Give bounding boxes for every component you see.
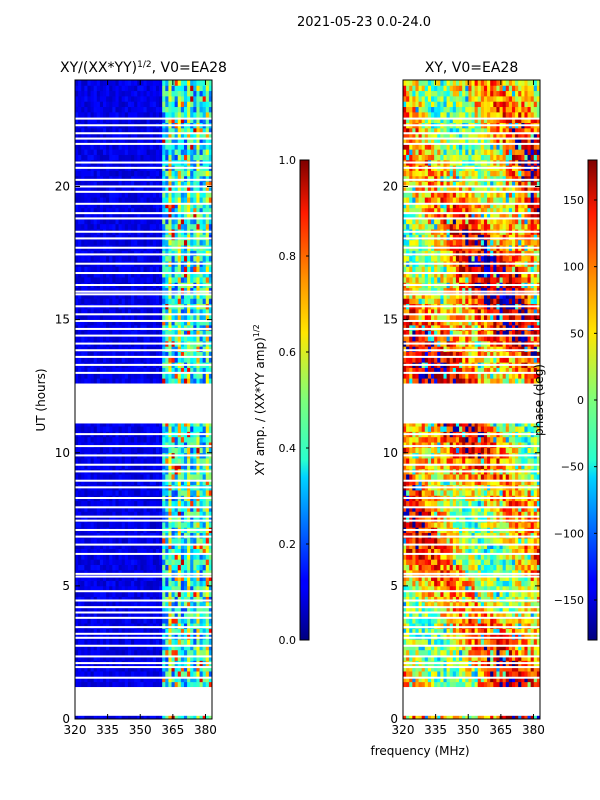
x-tick-label: 320 xyxy=(64,723,87,737)
x-tick-label: 350 xyxy=(457,723,480,737)
amplitude-axes: 320 335 350 365 380 0 5 10 15 20 xyxy=(55,80,217,737)
colorbar-tick-label: 0.0 xyxy=(279,634,297,647)
y-tick-label: 20 xyxy=(383,180,398,194)
x-tick-label: 365 xyxy=(161,723,184,737)
amplitude-panel: XY/(XX*YY)1/2, V0=EA28 320 335 350 365 380 0 5… xyxy=(34,60,227,737)
colorbar-tick-label: −100 xyxy=(554,527,584,540)
amplitude-y-label: UT (hours) xyxy=(34,368,48,431)
y-tick-label: 10 xyxy=(383,446,398,460)
y-tick-label: 0 xyxy=(390,712,398,726)
amplitude-colorbar-gradient xyxy=(299,159,310,641)
phase-colorbar-ticks: 150 100 50 0 −50 −100 −150 xyxy=(554,194,597,607)
y-tick-label: 15 xyxy=(55,313,70,327)
y-tick-label: 0 xyxy=(62,712,70,726)
colorbar-tick-label: −50 xyxy=(561,461,584,474)
phase-axes: 320 335 350 365 380 0 5 10 15 20 xyxy=(383,80,545,737)
colorbar-tick-label: 150 xyxy=(563,194,584,207)
x-tick-label: 335 xyxy=(424,723,447,737)
y-tick-label: 10 xyxy=(55,446,70,460)
x-tick-label: 365 xyxy=(489,723,512,737)
phase-plot-frame xyxy=(402,79,541,720)
phase-panel: XY, V0=EA28 320 335 350 365 380 0 5 10 15 20 freq… xyxy=(370,60,544,758)
x-tick-label: 335 xyxy=(96,723,119,737)
x-tick-label: 380 xyxy=(194,723,217,737)
y-tick-label: 20 xyxy=(55,180,70,194)
frequency-x-label: frequency (MHz) xyxy=(370,744,469,758)
amplitude-colorbar-ticks: 0.0 0.2 0.4 0.6 0.8 1.0 xyxy=(279,154,309,647)
colorbar-tick-label: 1.0 xyxy=(279,154,297,167)
phase-heatmap xyxy=(403,80,540,719)
phase-panel-title: XY, V0=EA28 xyxy=(425,60,519,76)
x-tick-label: 320 xyxy=(392,723,415,737)
colorbar-tick-label: 100 xyxy=(563,261,584,274)
y-tick-label: 15 xyxy=(383,313,398,327)
amplitude-panel-title: XY/(XX*YY)1/2, V0=EA28 xyxy=(60,60,227,76)
colorbar-tick-label: 0 xyxy=(577,394,584,407)
x-tick-label: 380 xyxy=(522,723,545,737)
amplitude-plot-frame xyxy=(74,79,213,720)
figure-suptitle: 2021-05-23 0.0-24.0 xyxy=(297,15,431,30)
colorbar-tick-label: 0.8 xyxy=(279,250,297,263)
amplitude-colorbar: 0.0 0.2 0.4 0.6 0.8 1.0 XY amp. / (XX*YY amp)… xyxy=(252,154,310,647)
amplitude-colorbar-label: XY amp. / (XX*YY amp)1/2 xyxy=(252,324,267,475)
y-tick-label: 5 xyxy=(390,579,398,593)
colorbar-tick-label: 50 xyxy=(570,327,584,340)
x-tick-label: 350 xyxy=(129,723,152,737)
colorbar-tick-label: −150 xyxy=(554,594,584,607)
phase-colorbar: 150 100 50 0 −50 −100 −150 phase (deg) xyxy=(532,159,598,641)
colorbar-tick-label: 0.4 xyxy=(279,442,297,455)
colorbar-tick-label: 0.6 xyxy=(279,346,297,359)
phase-colorbar-label: phase (deg) xyxy=(532,364,546,436)
y-tick-label: 5 xyxy=(62,579,70,593)
colorbar-tick-label: 0.2 xyxy=(279,538,297,551)
amplitude-heatmap xyxy=(75,80,212,719)
